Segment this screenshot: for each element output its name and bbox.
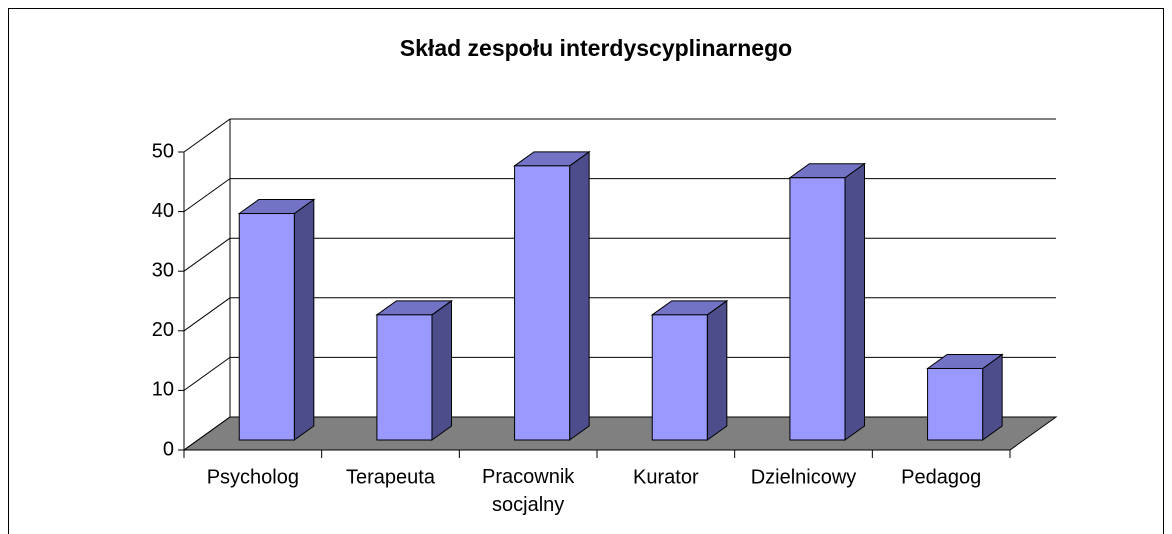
y-tick-label: 30 bbox=[152, 259, 174, 281]
bar-front bbox=[651, 314, 708, 441]
bar-side bbox=[293, 198, 315, 441]
y-tick-label: 40 bbox=[152, 200, 174, 222]
side-grid-line bbox=[183, 416, 231, 451]
side-grid-line bbox=[183, 118, 231, 153]
y-tick-label: 50 bbox=[152, 140, 174, 162]
bar bbox=[788, 162, 867, 441]
bar-side bbox=[982, 353, 1003, 441]
chart-title: Skład zespołu interdyscyplinarnego bbox=[400, 35, 792, 61]
x-tick-label: Kurator bbox=[633, 466, 699, 488]
bar-front bbox=[927, 367, 984, 441]
x-tick-label: Psycholog bbox=[207, 466, 299, 488]
x-tick-label: Dzielnicowy bbox=[751, 466, 857, 488]
bar-front bbox=[376, 314, 433, 441]
bar bbox=[375, 299, 454, 441]
y-tick-label: 20 bbox=[152, 319, 174, 341]
x-tick-label: Pedagog bbox=[901, 466, 981, 488]
side-grid-line bbox=[183, 356, 231, 391]
bar-side bbox=[431, 299, 452, 441]
bar-front bbox=[238, 213, 295, 441]
side-grid-line bbox=[183, 237, 231, 272]
floor bbox=[182, 416, 1058, 451]
bar bbox=[237, 198, 316, 441]
bar bbox=[650, 299, 729, 441]
bar-side bbox=[569, 150, 590, 441]
y-tick-label: 0 bbox=[163, 438, 174, 460]
side-grid-line bbox=[183, 297, 231, 332]
x-tick-label: Terapeuta bbox=[346, 466, 436, 488]
bar-side bbox=[844, 162, 865, 441]
bar bbox=[926, 353, 1004, 441]
side-grid-line bbox=[183, 178, 231, 213]
y-tick-label: 10 bbox=[152, 379, 174, 401]
bar-front bbox=[514, 165, 571, 441]
bar bbox=[513, 150, 591, 441]
bar-front bbox=[789, 177, 846, 441]
x-tick-label: Pracownik socjalny bbox=[482, 466, 575, 516]
bar-side bbox=[706, 299, 728, 441]
